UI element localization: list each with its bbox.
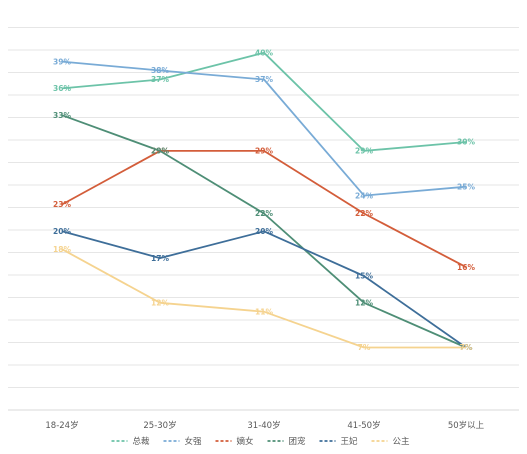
data-label: 18% [53,245,71,254]
data-label: 22% [255,209,273,218]
series-line [61,149,467,268]
data-label: 39% [53,57,71,66]
data-labels: 36%37%40%29%30%39%38%37%24%25%23%29% 29%2… [53,48,475,352]
x-axis: 18-24岁 25-30岁 31-40岁 41-50岁 50岁以上 [45,420,484,431]
data-label: 12% [151,299,169,308]
data-label: 7% [460,343,473,352]
data-label: 30% [457,138,475,147]
data-label: 29% [355,147,373,156]
data-label: 16% [457,263,475,272]
legend-label: 嫡女 [237,436,255,447]
legend-label: 王妃 [341,436,359,447]
data-label: 24% [355,191,373,200]
data-label: 12% [355,299,373,308]
data-label: 29% [255,147,273,156]
x-tick-label: 50岁以上 [448,420,485,431]
series-line [61,230,467,349]
data-label: 7% [358,343,371,352]
data-label: 33% [53,111,71,120]
x-tick-label: 41-50岁 [347,420,380,431]
legend-label: 总裁 [133,436,151,447]
series-line [61,51,467,152]
data-label: 23% [53,200,71,209]
series-line [61,248,466,349]
x-tick-label: 31-40岁 [247,420,280,431]
series-line [61,60,467,197]
data-label: 25% [457,182,475,191]
x-tick-label: 18-24岁 [45,420,78,431]
data-label: 40% [255,48,273,57]
legend: 总裁 女强 嫡女 团宠 王妃 公主 [111,436,411,447]
data-label: 20% [255,227,273,236]
data-label: 37% [255,75,273,84]
data-label: 22% [355,209,373,218]
data-label: 29% [151,147,169,156]
data-label: 29% [151,147,169,156]
data-label: 15% [355,272,373,281]
legend-label: 团宠 [289,436,307,447]
legend-label: 公主 [393,436,411,447]
data-label: 17% [151,254,169,263]
data-label: 7% [460,343,473,352]
data-label: 37% [151,75,169,84]
series-lines [61,51,467,349]
gridlines [8,27,519,411]
data-label: 7% [460,343,473,352]
data-label: 11% [255,307,273,316]
series-line [61,114,467,349]
data-label: 20% [53,227,71,236]
data-label: 36% [53,84,71,93]
data-label: 38% [151,66,169,75]
legend-label: 女强 [185,436,203,447]
x-tick-label: 25-30岁 [143,420,176,431]
